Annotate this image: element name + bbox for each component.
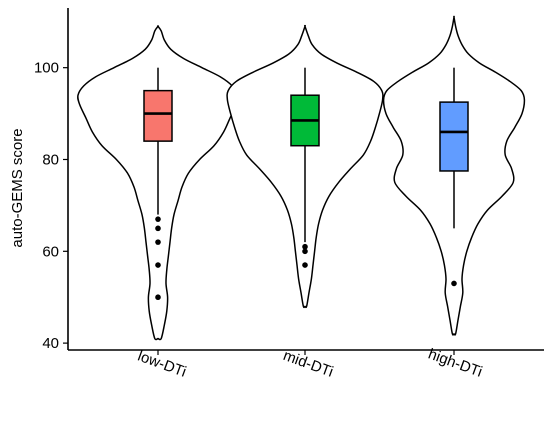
y-tick-label: 40 bbox=[42, 335, 59, 352]
y-tick-label: 60 bbox=[42, 243, 59, 260]
y-tick-label: 80 bbox=[42, 151, 59, 168]
violin-group-mid-DTi bbox=[226, 24, 384, 309]
outlier-point bbox=[155, 239, 161, 245]
iqr-box bbox=[143, 89, 173, 142]
y-axis-title: auto-GEMS score bbox=[9, 128, 26, 247]
outlier-point bbox=[155, 216, 161, 222]
outlier-point bbox=[155, 225, 161, 232]
violin-group-low-DTi bbox=[77, 25, 239, 341]
y-tick-label: 100 bbox=[34, 60, 59, 77]
outlier-point bbox=[302, 243, 308, 250]
violin-group-high-DTi bbox=[382, 15, 526, 336]
outlier-point bbox=[451, 280, 457, 287]
outlier-point bbox=[302, 262, 308, 268]
x-tick-label: high-DTi bbox=[426, 346, 485, 381]
x-tick-label: mid-DTi bbox=[281, 347, 336, 381]
outlier-point bbox=[302, 248, 308, 255]
outlier-point bbox=[155, 294, 161, 301]
plot-area bbox=[77, 15, 526, 341]
x-tick-label: low-DTi bbox=[135, 348, 188, 381]
outlier-point bbox=[155, 262, 161, 268]
iqr-box bbox=[439, 101, 469, 172]
axes bbox=[67, 8, 544, 351]
